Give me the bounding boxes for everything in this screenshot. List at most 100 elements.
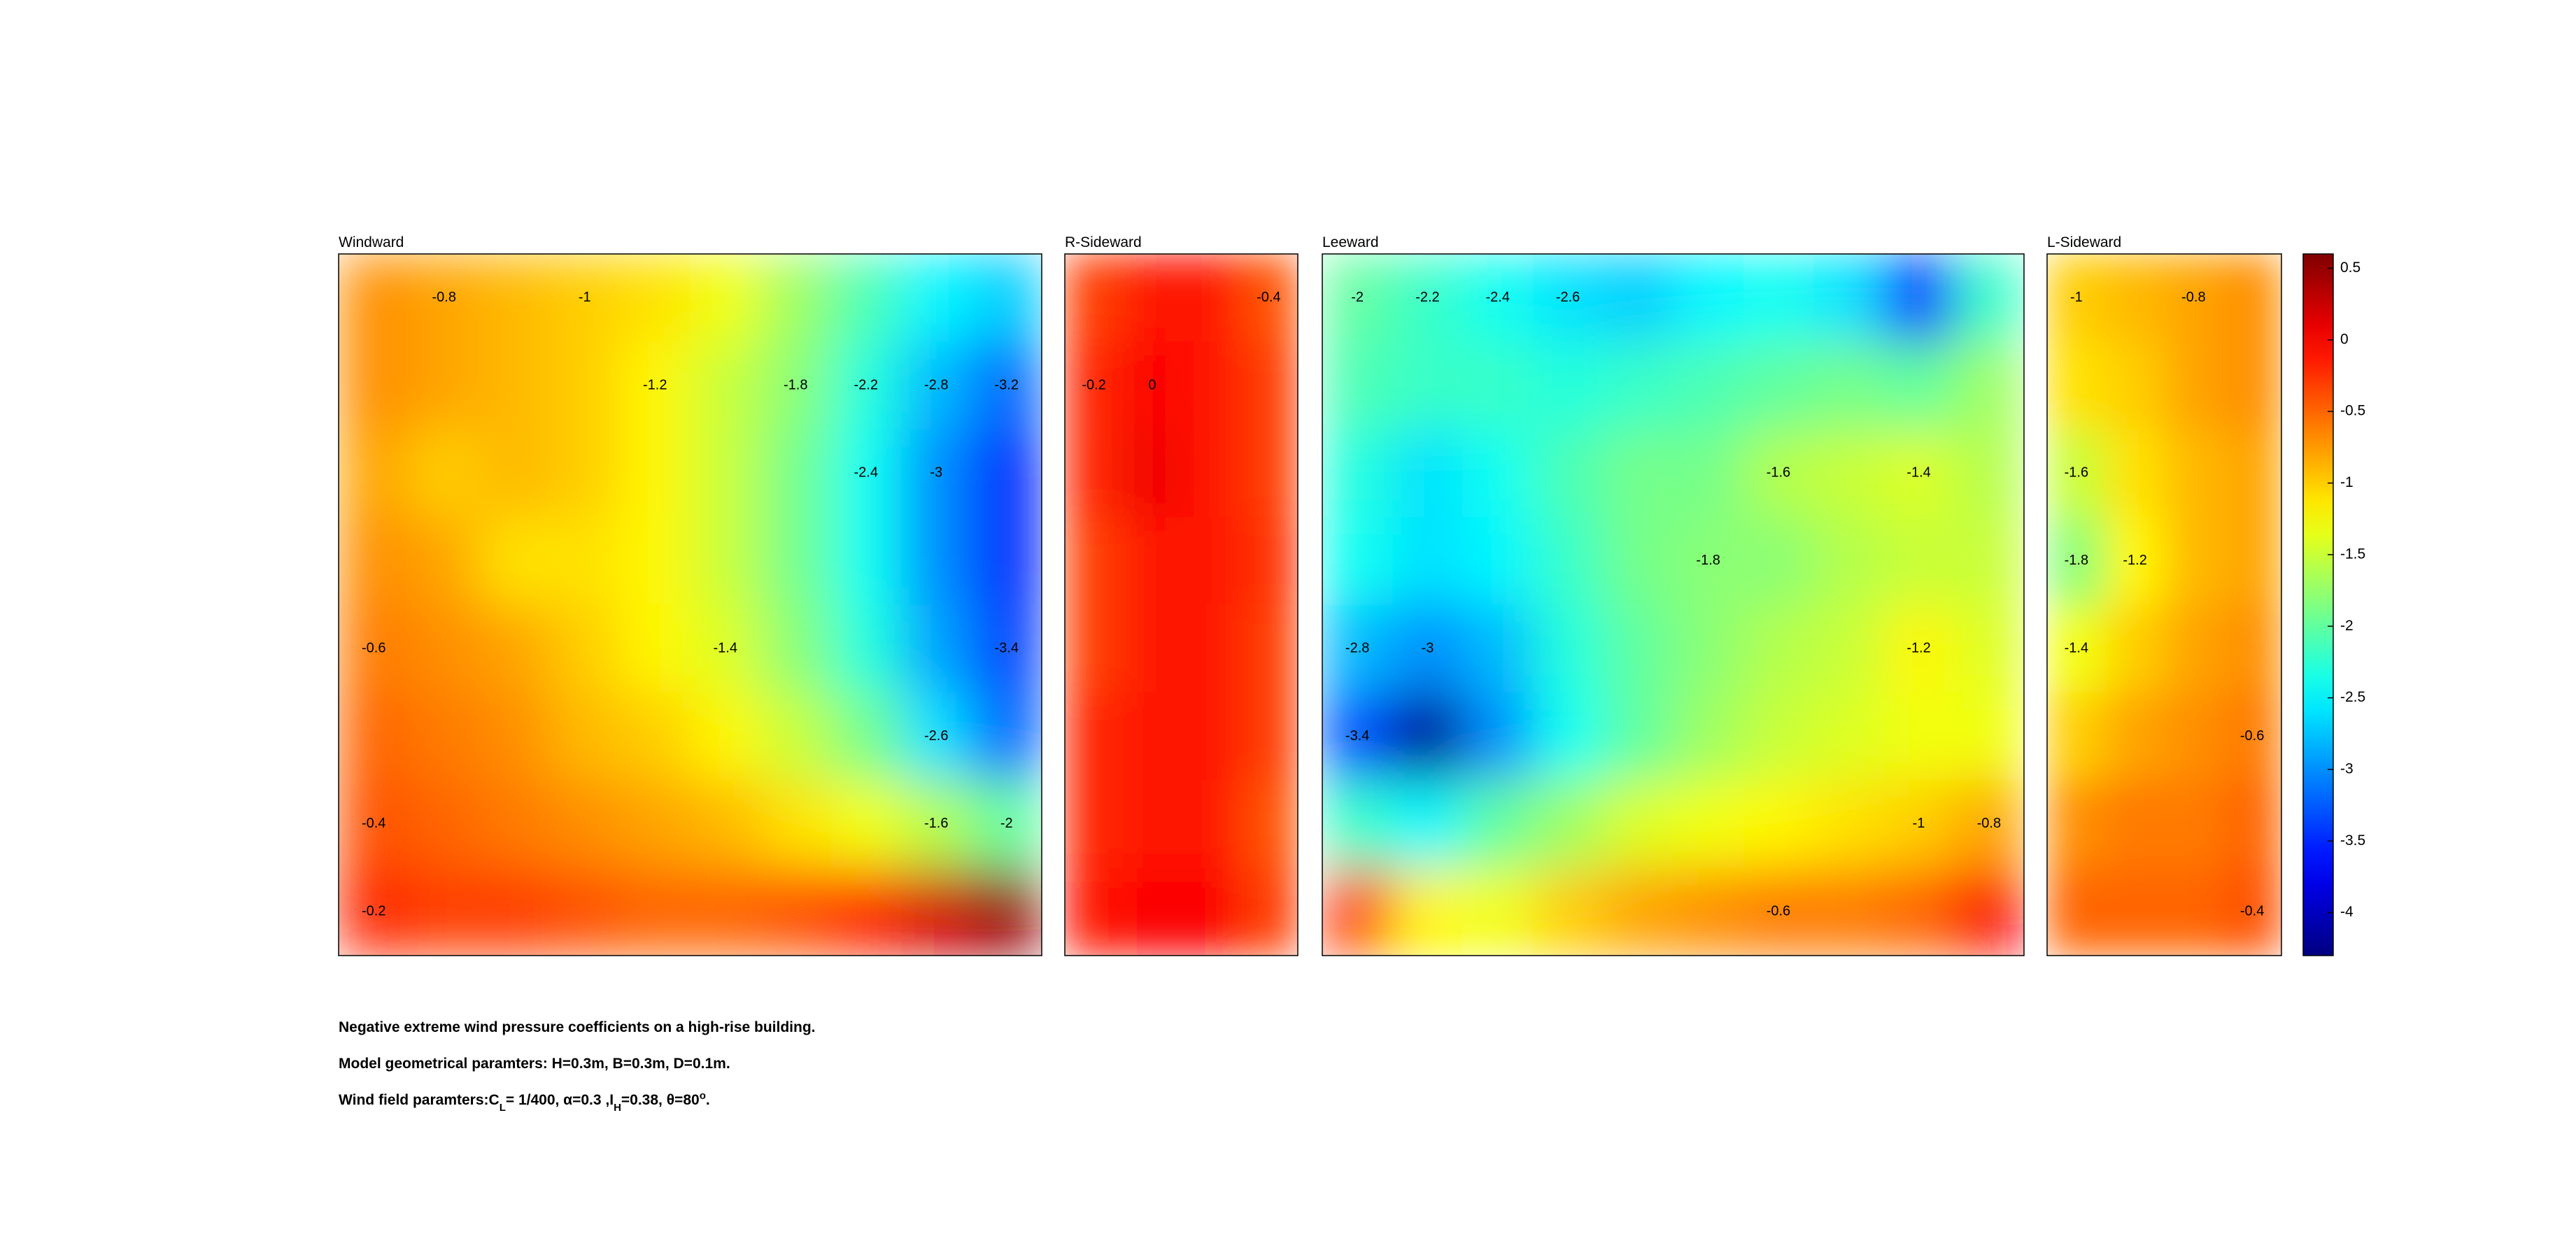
field-cell: [1181, 429, 1240, 518]
field-cell: [339, 604, 409, 693]
field-cell: [339, 254, 409, 342]
contour-label: -1.6: [1767, 465, 1790, 481]
field-cell: [2047, 692, 2107, 781]
field-cell: [901, 867, 972, 956]
field-cell: [409, 517, 480, 605]
field-cell: [1065, 254, 1124, 342]
field-cell: [620, 692, 691, 781]
colorbar-tick-label: -1: [2340, 474, 2354, 490]
field-cell: [1462, 254, 1534, 342]
field-cell: [1673, 780, 1744, 869]
field-cell: [1181, 867, 1240, 956]
field-cell: [2164, 429, 2223, 518]
field-cell: [2105, 604, 2165, 693]
field-cell: [409, 429, 480, 518]
field-cell: [620, 517, 691, 605]
field-cell: [690, 341, 761, 430]
axes-box: [2046, 253, 2282, 956]
contour-label: -0.2: [362, 904, 385, 919]
field-cell: [1065, 780, 1124, 869]
field-cell: [479, 604, 550, 693]
field-cell: [2047, 780, 2107, 869]
field-cell: [1743, 429, 1814, 518]
field-cell: [1603, 604, 1673, 693]
field-cell: [1953, 517, 2024, 605]
contour-label: -1.4: [714, 640, 737, 655]
field-cell: [760, 254, 831, 342]
field-cell: [901, 429, 972, 518]
field-cell: [830, 429, 902, 518]
colorbar-tick-label: -1.5: [2340, 546, 2365, 562]
field-cell: [1123, 517, 1182, 605]
field-cell: [1953, 780, 2024, 869]
contour-label: -2.2: [854, 377, 878, 392]
field-cell: [830, 692, 902, 781]
field-cell: [2164, 780, 2223, 869]
field-cell: [2223, 429, 2281, 518]
field-cell: [1322, 692, 1393, 781]
field-cell: [1123, 429, 1182, 518]
field-cell: [2105, 341, 2165, 430]
field-cell: [2164, 867, 2223, 956]
field-cell: [2105, 867, 2165, 956]
field-cell: [760, 429, 831, 518]
field-cell: [2223, 341, 2281, 430]
field-cell: [1532, 254, 1604, 342]
field-cell: [901, 780, 972, 869]
field-cell: [409, 341, 480, 430]
field-cell: [1603, 517, 1673, 605]
field-cell: [971, 692, 1042, 781]
field-cell: [1239, 429, 1298, 518]
colorbar-tick-label: -0.5: [2340, 403, 2365, 419]
field-cell: [1322, 517, 1393, 605]
caption-part: Wind field paramters:C: [339, 1092, 500, 1108]
field-cell: [1813, 517, 1884, 605]
field-cell: [1813, 254, 1884, 342]
panel-title: L-Sideward: [2047, 234, 2121, 250]
field-cell: [690, 254, 761, 342]
axes-box: [1322, 253, 2025, 956]
field-cell: [2047, 341, 2107, 430]
field-cell: [549, 429, 621, 518]
field-cell: [479, 429, 550, 518]
contour-label: -0.8: [2181, 290, 2205, 305]
field-cell: [690, 867, 761, 956]
field-cell: [1065, 692, 1124, 781]
axes-box: [1064, 253, 1298, 956]
field-cell: [1322, 780, 1393, 869]
colorbar-tick-label: 0: [2340, 331, 2349, 347]
field-cell: [1813, 867, 1884, 956]
field-cell: [1953, 692, 2024, 781]
contour-label: -2.6: [1556, 290, 1580, 305]
field-cell: [620, 429, 691, 518]
field: [1065, 254, 1298, 956]
field-cell: [1392, 780, 1464, 869]
field-cell: [1065, 429, 1124, 518]
field-cell: [1673, 604, 1744, 693]
field-cell: [620, 341, 691, 430]
field-cell: [620, 867, 691, 956]
caption-part: Model geometrical paramters: H=0.3m, B=0…: [339, 1056, 730, 1072]
colorbar-tick-label: -2.5: [2340, 689, 2365, 705]
field-cell: [1953, 341, 2024, 430]
field-cell: [1123, 254, 1182, 342]
field-cell: [1392, 604, 1464, 693]
field-cell: [409, 254, 480, 342]
colorbar: [2302, 253, 2334, 956]
field-cell: [1883, 867, 1955, 956]
contour-label: -1.6: [924, 816, 948, 831]
field-cell: [1813, 341, 1884, 430]
field-cell: [1392, 429, 1464, 518]
field-cell: [1239, 604, 1298, 693]
contour-label: -1: [1913, 816, 1925, 831]
contour-label: -3.2: [995, 377, 1019, 392]
field-cell: [620, 780, 691, 869]
field-cell: [339, 780, 409, 869]
field-cell: [1322, 429, 1393, 518]
field-cell: [1239, 692, 1298, 781]
field-cell: [2047, 604, 2107, 693]
field-cell: [2047, 867, 2107, 956]
contour-label: -0.6: [2240, 728, 2264, 744]
field-cell: [2164, 604, 2223, 693]
field-cell: [1532, 867, 1604, 956]
